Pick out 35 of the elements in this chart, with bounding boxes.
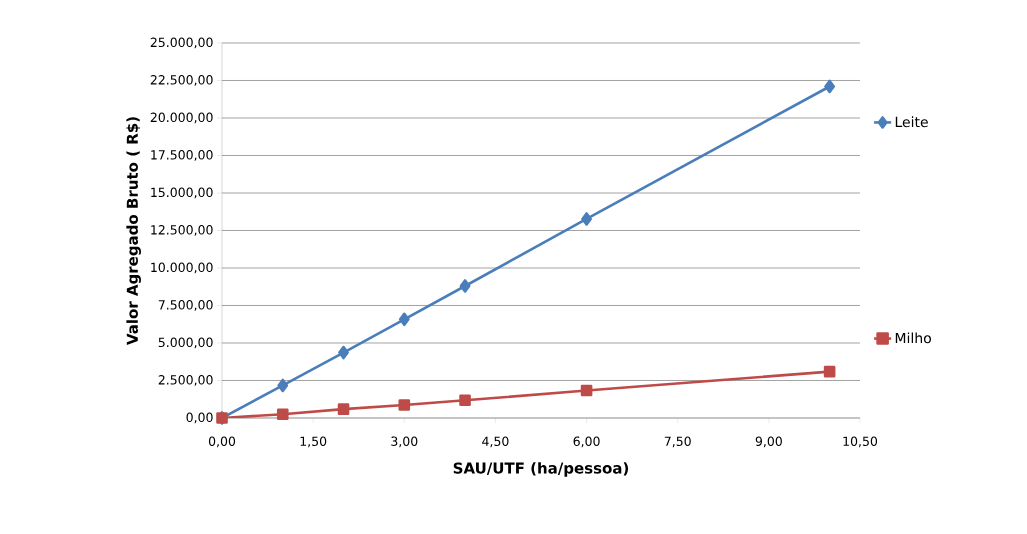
- y-tick-label: 22.500,00: [150, 75, 213, 86]
- point: [398, 399, 411, 411]
- x-tick-label: 10,50: [843, 436, 878, 448]
- point: [338, 345, 349, 360]
- y-tick-label: 0,00: [186, 412, 213, 424]
- point: [459, 279, 471, 293]
- x-tick-label: 0,00: [208, 436, 236, 448]
- x-tick-label: 4,50: [482, 436, 509, 448]
- x-tick-label: 9,00: [755, 436, 782, 448]
- point: [459, 394, 471, 407]
- x-tick-label: 3,00: [391, 436, 418, 448]
- legend-label: Milho: [895, 332, 931, 344]
- point: [580, 384, 593, 397]
- y-tick-label: 15.000,00: [151, 187, 213, 199]
- point: [337, 403, 350, 415]
- y-tick-label: 17.500,00: [151, 150, 213, 161]
- y-tick-label: 20.000,00: [150, 112, 213, 124]
- x-tick-label: 6,00: [573, 436, 600, 448]
- y-tick-label: 25.000,00: [150, 37, 213, 49]
- point: [823, 365, 836, 378]
- point: [277, 378, 289, 393]
- y-tick-label: 5.000,00: [158, 337, 213, 349]
- y-tick-label: 2.500,00: [158, 375, 213, 386]
- y-axis-title: Valor Agregado Bruto ( R$): [126, 117, 141, 345]
- point: [824, 79, 836, 94]
- point: [276, 408, 289, 421]
- point: [398, 312, 410, 327]
- x-axis-title: SAU/UTF (ha/pessoa): [453, 462, 629, 477]
- y-tick-label: 12.500,00: [151, 225, 213, 236]
- x-tick-label: 1,50: [300, 436, 327, 448]
- point: [581, 212, 592, 226]
- y-tick-label: 10.000,00: [151, 262, 213, 274]
- y-tick-label: 7.500,00: [158, 300, 213, 311]
- legend-label: Leite: [895, 116, 928, 128]
- x-tick-label: 7,50: [664, 436, 691, 448]
